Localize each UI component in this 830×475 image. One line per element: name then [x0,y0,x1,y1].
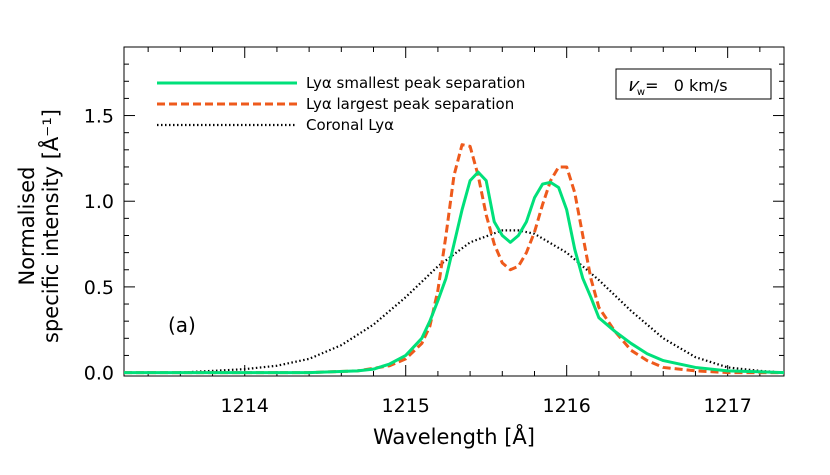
y-axis-label-line1: Normalised [15,166,39,285]
tick-labels: 1214 1215 1216 1217 0.0 0.5 1.0 1.5 [84,106,752,417]
x-tick-label: 1217 [703,395,751,417]
x-axis-label: Wavelength [Å] [373,423,535,449]
y-tick-label: 1.5 [84,106,114,128]
velocity-label: 𝑣w= 0 km/s [628,74,728,98]
legend-label: Lyα smallest peak separation [306,74,525,92]
velocity-subscript: w [637,87,645,98]
x-tick-label: 1214 [221,395,269,417]
y-tick-label: 1.0 [84,191,114,213]
velocity-value: = 0 km/s [645,76,728,95]
series-line-coronal [124,229,785,374]
x-tick-label: 1216 [543,395,591,417]
series-line-largest-separation [124,143,784,375]
y-axis-label-group: Normalised specific intensity [Å⁻¹] [15,109,63,343]
panel-label: (a) [168,313,196,337]
axis-ticks [124,47,784,376]
series-line-smallest-separation [124,170,785,375]
legend: Lyα smallest peak separation Lyα largest … [157,74,525,134]
plot-frame [123,46,785,377]
x-tick-label: 1215 [382,395,430,417]
series-layer [124,143,785,375]
legend-label: Lyα largest peak separation [306,95,514,113]
legend-label: Coronal Lyα [306,116,394,134]
y-tick-label: 0.5 [84,277,114,299]
velocity-box [615,68,772,100]
y-axis-label-line2: specific intensity [Å⁻¹] [37,109,63,343]
y-tick-label: 0.0 [84,363,114,385]
